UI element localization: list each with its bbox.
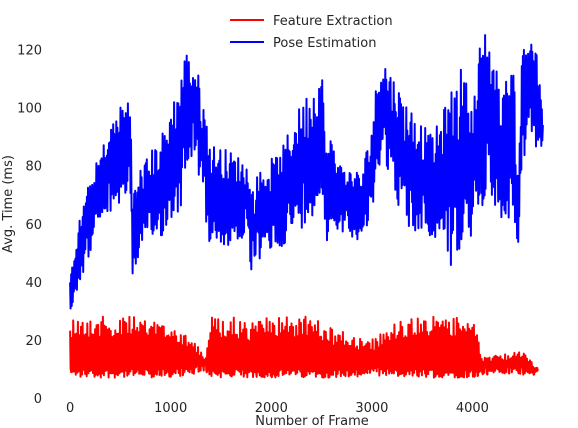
- series-line-pose-estimation: [69, 34, 544, 310]
- y-tick-label: 0: [34, 392, 42, 407]
- series-layer: [69, 34, 544, 379]
- y-tick-label: 80: [25, 160, 42, 175]
- legend: Feature Extraction Pose Estimation: [230, 14, 393, 51]
- y-tick-label: 100: [17, 102, 42, 117]
- x-axis-label: Number of Frame: [255, 414, 369, 428]
- series-line-feature-extraction: [69, 315, 539, 379]
- y-tick-label: 60: [25, 218, 42, 233]
- x-tick-label: 0: [66, 401, 74, 416]
- y-tick-label: 120: [17, 44, 42, 59]
- legend-label-feature-extraction: Feature Extraction: [273, 14, 393, 29]
- y-tick-label: 40: [25, 276, 42, 291]
- x-tick-label: 1000: [154, 401, 187, 416]
- x-tick-label: 4000: [456, 401, 489, 416]
- x-tick-label: 3000: [355, 401, 388, 416]
- y-tick-label: 20: [25, 334, 42, 349]
- legend-label-pose-estimation: Pose Estimation: [273, 36, 376, 51]
- x-tick-label: 2000: [255, 401, 288, 416]
- y-axis-label: Avg. Time (ms): [1, 155, 16, 253]
- x-tick-labels: 0 1000 2000 3000 4000: [66, 401, 489, 416]
- y-tick-labels: 0 20 40 60 80 100 120: [17, 44, 42, 407]
